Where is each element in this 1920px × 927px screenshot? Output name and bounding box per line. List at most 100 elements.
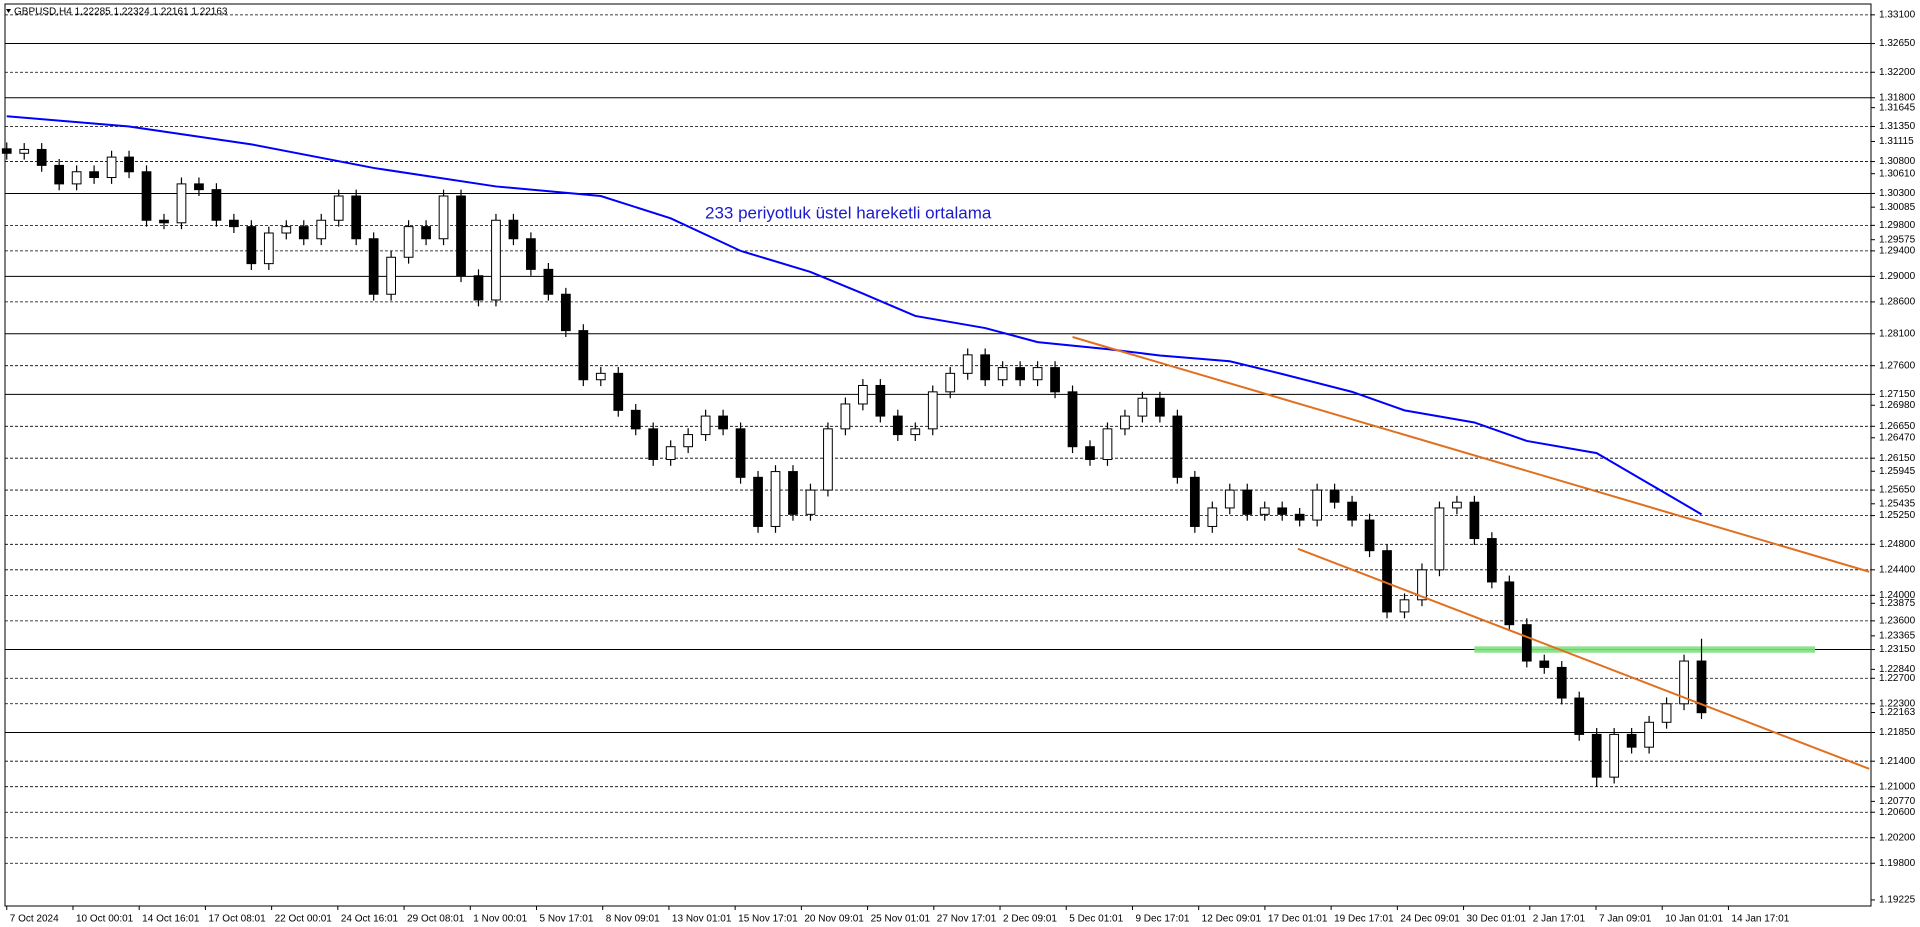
chart-header: GBPUSD,H4 1.22285 1.22324 1.22161 1.2216… (14, 7, 228, 18)
candle-body (858, 384, 868, 405)
candle-body (281, 226, 292, 234)
candle-body (1661, 703, 1672, 723)
x-tick-label: 8 Nov 09:01 (606, 914, 660, 925)
y-tick-label: 1.24400 (1879, 564, 1916, 575)
candle-body (945, 372, 956, 393)
candle-body (351, 195, 362, 240)
candle-body (106, 156, 117, 179)
annotation: 233 periyotluk üstel hareketli ortalama (705, 203, 992, 222)
y-tick-label: 1.33100 (1879, 9, 1916, 20)
x-tick-label: 19 Dec 17:01 (1334, 914, 1394, 925)
support-zone (1474, 646, 1816, 653)
x-tick-label: 7 Oct 2024 (10, 914, 59, 925)
candle-body (840, 403, 851, 430)
candle-body (386, 256, 396, 295)
y-tick-label: 1.29800 (1879, 220, 1916, 231)
candle-body (263, 232, 274, 265)
candle-body (1067, 391, 1078, 448)
candle-body (962, 354, 973, 374)
candle-body (124, 156, 134, 173)
candle-body (1312, 489, 1323, 521)
y-tick-label: 1.26150 (1879, 453, 1916, 464)
candle-body (473, 275, 484, 301)
candle-body (1259, 507, 1270, 515)
candle-body (316, 219, 327, 240)
x-tick-label: 12 Dec 09:01 (1202, 914, 1262, 925)
y-tick-label: 1.25250 (1879, 510, 1916, 521)
y-tick-label: 1.22840 (1879, 664, 1916, 675)
candle-body (578, 330, 589, 381)
x-tick-label: 20 Nov 09:01 (804, 914, 864, 925)
x-tick-label: 13 Nov 01:01 (672, 914, 732, 925)
candle-body (1155, 397, 1165, 417)
candle-body (1329, 489, 1340, 503)
y-tick-label: 1.29000 (1879, 271, 1916, 282)
plot-frame (4, 3, 1872, 907)
y-tick-label: 1.23365 (1879, 630, 1916, 641)
candle-body (526, 238, 536, 270)
candle-body (368, 238, 379, 295)
y-tick-label: 1.21000 (1879, 781, 1916, 792)
y-tick-label: 1.20600 (1879, 807, 1916, 818)
y-tick-label: 1.30610 (1879, 168, 1916, 179)
x-tick-label: 15 Nov 17:01 (738, 914, 798, 925)
candle-body (1172, 415, 1183, 478)
y-tick-label: 1.30800 (1879, 156, 1916, 167)
candle-body (997, 367, 1008, 381)
y-tick-label: 1.25435 (1879, 498, 1916, 509)
y-tick-label: 1.32650 (1879, 38, 1916, 49)
x-tick-label: 24 Dec 09:01 (1400, 914, 1460, 925)
y-tick-label: 1.22300 (1879, 698, 1916, 709)
candle-body (1591, 733, 1602, 778)
candle-body (543, 268, 554, 295)
y-tick-label: 1.30300 (1879, 188, 1916, 199)
candle-body (1242, 489, 1253, 515)
candle-body (298, 226, 309, 240)
x-tick-label: 27 Nov 17:01 (937, 914, 997, 925)
x-tick-label: 22 Oct 00:01 (275, 914, 333, 925)
x-tick-label: 30 Dec 01:01 (1467, 914, 1527, 925)
y-tick-label: 1.31115 (1879, 136, 1914, 147)
x-tick-label: 14 Jan 17:01 (1731, 914, 1789, 925)
candle-body (71, 171, 82, 185)
candle-body (1696, 660, 1707, 714)
candle-body (683, 434, 694, 448)
candle-body (456, 195, 466, 277)
candle-body (1137, 397, 1148, 417)
y-tick-label: 1.24000 (1879, 590, 1916, 601)
candle-body (823, 428, 833, 491)
candle-body (630, 409, 641, 430)
candle-body (1347, 501, 1357, 521)
x-tick-label: 9 Dec 17:01 (1135, 914, 1189, 925)
y-tick-label: 1.31800 (1879, 92, 1916, 103)
candle-body (1504, 581, 1515, 626)
x-tick-label: 25 Nov 01:01 (871, 914, 931, 925)
candle-body (1521, 624, 1532, 662)
trendline (1297, 547, 1870, 770)
candle-body (1050, 367, 1060, 393)
candle-body (910, 428, 921, 436)
candle-body (700, 415, 711, 436)
y-tick-label: 1.23150 (1879, 644, 1916, 655)
candle-body (770, 471, 781, 527)
x-tick-label: 14 Oct 16:01 (142, 914, 200, 925)
candle-body (333, 195, 344, 221)
y-tick-label: 1.19800 (1879, 858, 1916, 869)
candle-body (1679, 660, 1689, 705)
candle-body (1434, 507, 1445, 571)
candle-body (54, 164, 65, 185)
x-tick-label: 10 Oct 00:01 (76, 914, 134, 925)
candle-body (753, 476, 763, 527)
x-tick-label: 5 Nov 17:01 (539, 914, 593, 925)
candle-body (141, 171, 152, 221)
y-tick-label: 1.29575 (1879, 234, 1916, 245)
candle-body (875, 384, 886, 417)
y-tick-label: 1.27150 (1879, 389, 1916, 400)
y-tick-label: 1.29400 (1879, 246, 1916, 257)
x-tick-label: 1 Nov 00:01 (473, 914, 527, 925)
y-tick-label: 1.21850 (1879, 727, 1916, 738)
candle-body (194, 183, 204, 191)
candle-body (805, 489, 816, 515)
